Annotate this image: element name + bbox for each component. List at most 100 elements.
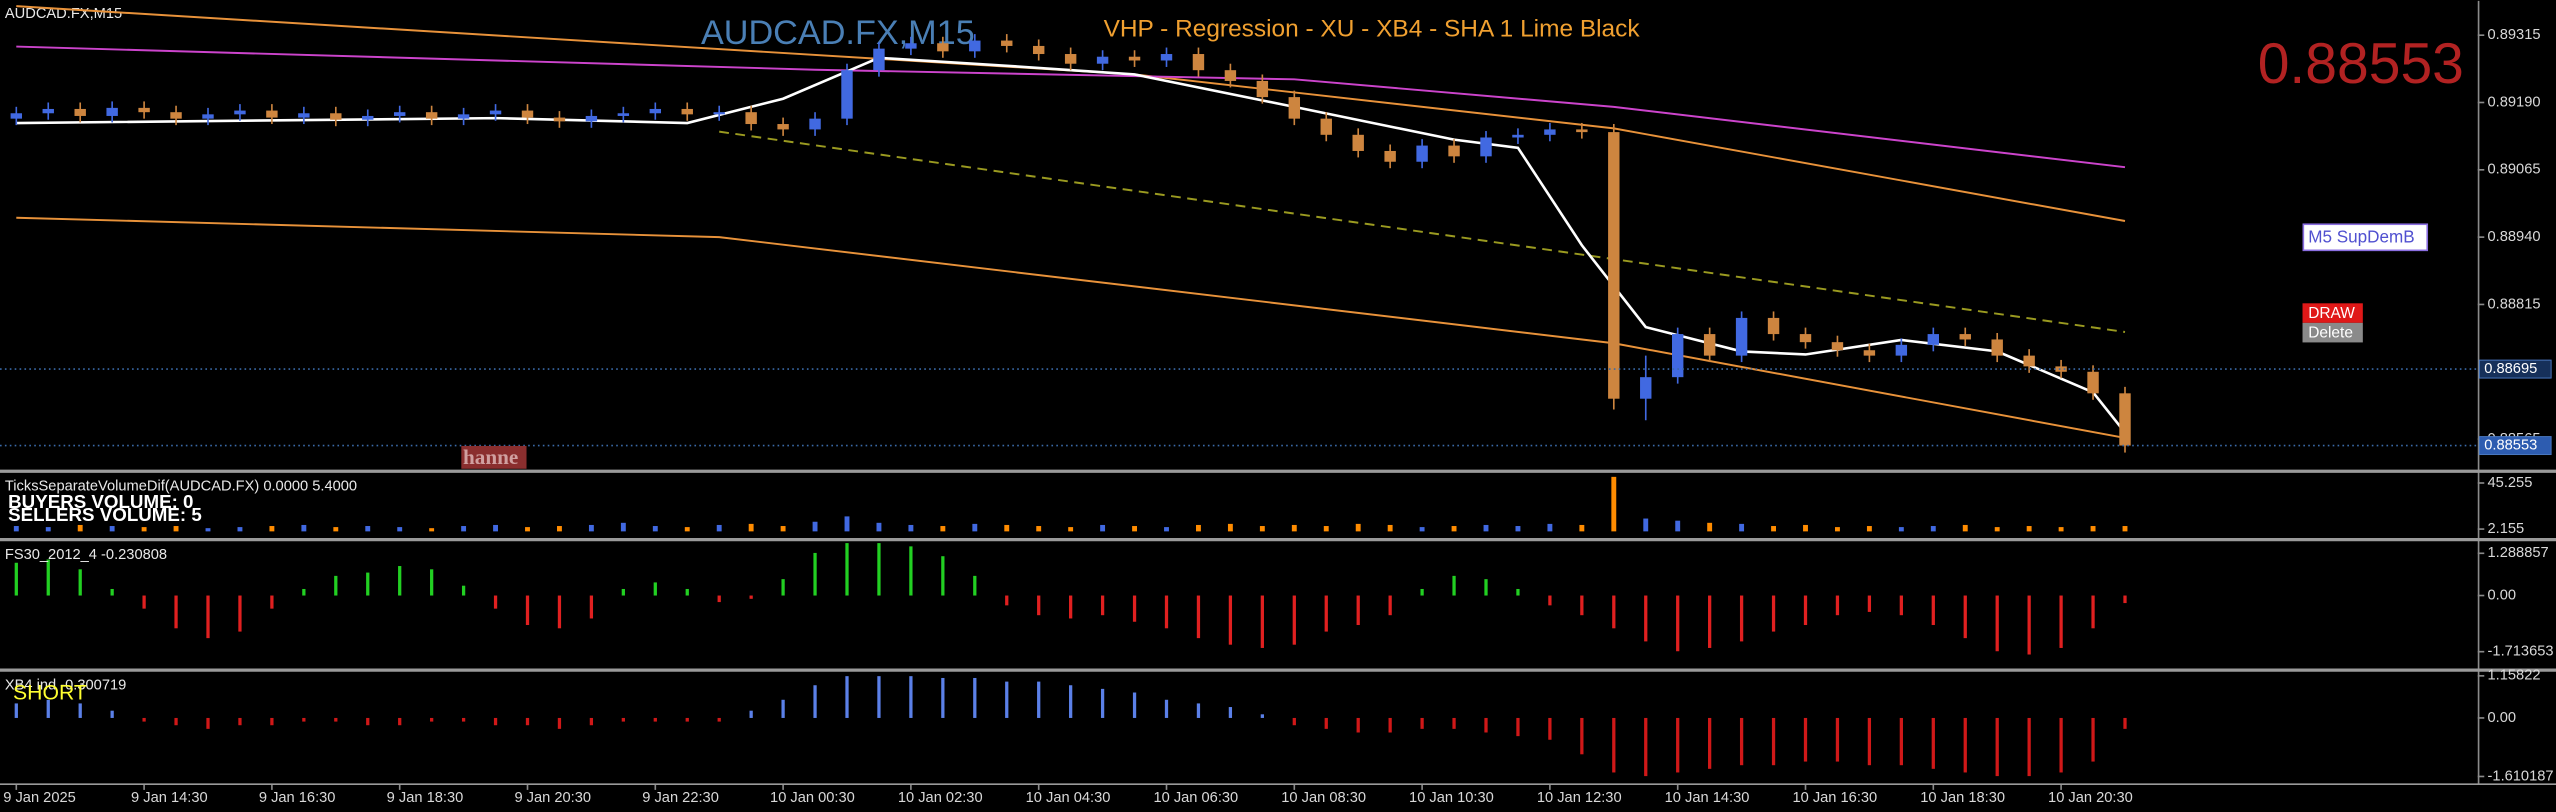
candle-body bbox=[1799, 334, 1812, 343]
y-tick-label: 0.88815 bbox=[2488, 296, 2541, 312]
histogram-bar bbox=[1100, 524, 1106, 532]
histogram-bar bbox=[877, 543, 881, 596]
candle-body bbox=[2119, 393, 2131, 446]
chart-button[interactable] bbox=[2302, 223, 2429, 252]
histogram-bar bbox=[2027, 717, 2031, 777]
histogram-bar bbox=[1899, 595, 1903, 616]
histogram-bar bbox=[333, 527, 339, 532]
histogram-bar bbox=[1930, 526, 1936, 532]
candle-body bbox=[1224, 70, 1237, 81]
histogram-bar bbox=[941, 677, 945, 718]
histogram-bar bbox=[1866, 526, 1872, 532]
y-tick-label: 2.155 bbox=[2488, 521, 2525, 537]
panel-title: TicksSeparateVolumeDif(AUDCAD.FX) 0.0000… bbox=[5, 479, 357, 495]
histogram-bar bbox=[973, 677, 977, 718]
histogram-bar bbox=[78, 703, 82, 718]
histogram-bar bbox=[398, 566, 402, 596]
chart-button[interactable] bbox=[2302, 303, 2363, 323]
candle-body bbox=[1512, 134, 1524, 138]
candle-body bbox=[1863, 350, 1876, 356]
chart-button[interactable] bbox=[2302, 322, 2363, 343]
histogram-bar bbox=[1196, 595, 1201, 639]
histogram-bar bbox=[589, 595, 594, 619]
histogram-bar bbox=[1771, 717, 1776, 766]
candle-body bbox=[266, 110, 278, 118]
histogram-bar bbox=[1931, 717, 1935, 769]
histogram-bar bbox=[1037, 595, 1041, 616]
histogram-bar bbox=[238, 717, 242, 726]
histogram-bar bbox=[206, 717, 210, 729]
candle-body bbox=[1831, 342, 1844, 351]
candle-body bbox=[1927, 334, 1940, 345]
histogram-bar bbox=[142, 717, 146, 722]
histogram-bar bbox=[940, 526, 946, 532]
panel-title: XB4 ind -0.300719 bbox=[5, 677, 126, 693]
histogram-bar bbox=[1643, 518, 1649, 532]
candle-body bbox=[170, 112, 182, 119]
indicator-line bbox=[16, 216, 2126, 439]
histogram-bar bbox=[302, 717, 306, 722]
histogram-bar bbox=[13, 526, 19, 532]
candle-body bbox=[649, 108, 662, 114]
histogram-bar bbox=[1452, 717, 1456, 729]
histogram-bar bbox=[1995, 717, 1999, 777]
histogram-bar bbox=[334, 575, 338, 596]
histogram-bar bbox=[1516, 717, 1520, 737]
histogram-bar bbox=[685, 588, 689, 596]
chart-button-label[interactable]: DRAW bbox=[2308, 305, 2355, 322]
y-tick-label: 45.255 bbox=[2488, 475, 2533, 491]
candle-body bbox=[1767, 317, 1780, 335]
candle-body bbox=[1416, 145, 1428, 162]
histogram-bar bbox=[621, 717, 625, 722]
candle-body bbox=[841, 70, 853, 119]
histogram-bar bbox=[1388, 595, 1392, 616]
histogram-bar bbox=[685, 717, 689, 722]
candle-body bbox=[1384, 150, 1396, 162]
x-tick-label: 10 Jan 02:30 bbox=[898, 790, 983, 806]
histogram-bar bbox=[269, 526, 275, 532]
y-tick-label: -1.713653 bbox=[2488, 644, 2554, 660]
x-tick-label: 10 Jan 00:30 bbox=[770, 790, 855, 806]
candle-body bbox=[713, 112, 725, 115]
candle-body bbox=[617, 113, 630, 116]
histogram-bar bbox=[1644, 595, 1648, 642]
histogram-bar bbox=[1803, 595, 1808, 626]
histogram-bar bbox=[2090, 526, 2096, 532]
candle-body bbox=[1576, 129, 1588, 133]
histogram-bar bbox=[206, 595, 210, 639]
histogram-bar bbox=[908, 524, 914, 532]
chart-button-label[interactable]: Delete bbox=[2308, 325, 2353, 342]
histogram-bar bbox=[1579, 524, 1585, 532]
candle-body bbox=[106, 107, 118, 116]
x-tick-label: 10 Jan 10:30 bbox=[1409, 790, 1494, 806]
indicator-line bbox=[719, 130, 2126, 333]
candle-body bbox=[42, 108, 54, 114]
histogram-bar bbox=[1708, 717, 1712, 769]
candle-body bbox=[1640, 377, 1652, 399]
histogram-bar bbox=[205, 528, 211, 532]
histogram-bar bbox=[429, 528, 435, 532]
histogram-bar bbox=[77, 524, 83, 532]
panel-title: FS30_2012_4 -0.230808 bbox=[5, 547, 167, 563]
histogram-bar bbox=[1931, 595, 1935, 626]
candle-body bbox=[1991, 339, 2003, 356]
histogram-bar bbox=[174, 717, 178, 726]
sellers-volume: SELLERS VOLUME: 5 bbox=[8, 504, 202, 525]
x-tick-label: 10 Jan 08:30 bbox=[1281, 790, 1366, 806]
histogram-bar bbox=[398, 717, 402, 726]
histogram-bar bbox=[1069, 595, 1073, 619]
candle-body bbox=[1320, 118, 1332, 135]
x-tick-label: 9 Jan 14:30 bbox=[131, 790, 208, 806]
chart-button-label[interactable]: M5 SupDemB bbox=[2308, 228, 2415, 247]
x-tick-label: 9 Jan 20:30 bbox=[514, 790, 591, 806]
histogram-bar bbox=[813, 685, 817, 718]
histogram-bar bbox=[1451, 526, 1457, 532]
histogram-bar bbox=[557, 595, 562, 629]
histogram-bar bbox=[557, 526, 562, 532]
histogram-bar bbox=[1420, 717, 1424, 729]
histogram-bar bbox=[2091, 595, 2095, 629]
candle-body bbox=[1448, 145, 1460, 157]
histogram-bar bbox=[748, 523, 754, 532]
